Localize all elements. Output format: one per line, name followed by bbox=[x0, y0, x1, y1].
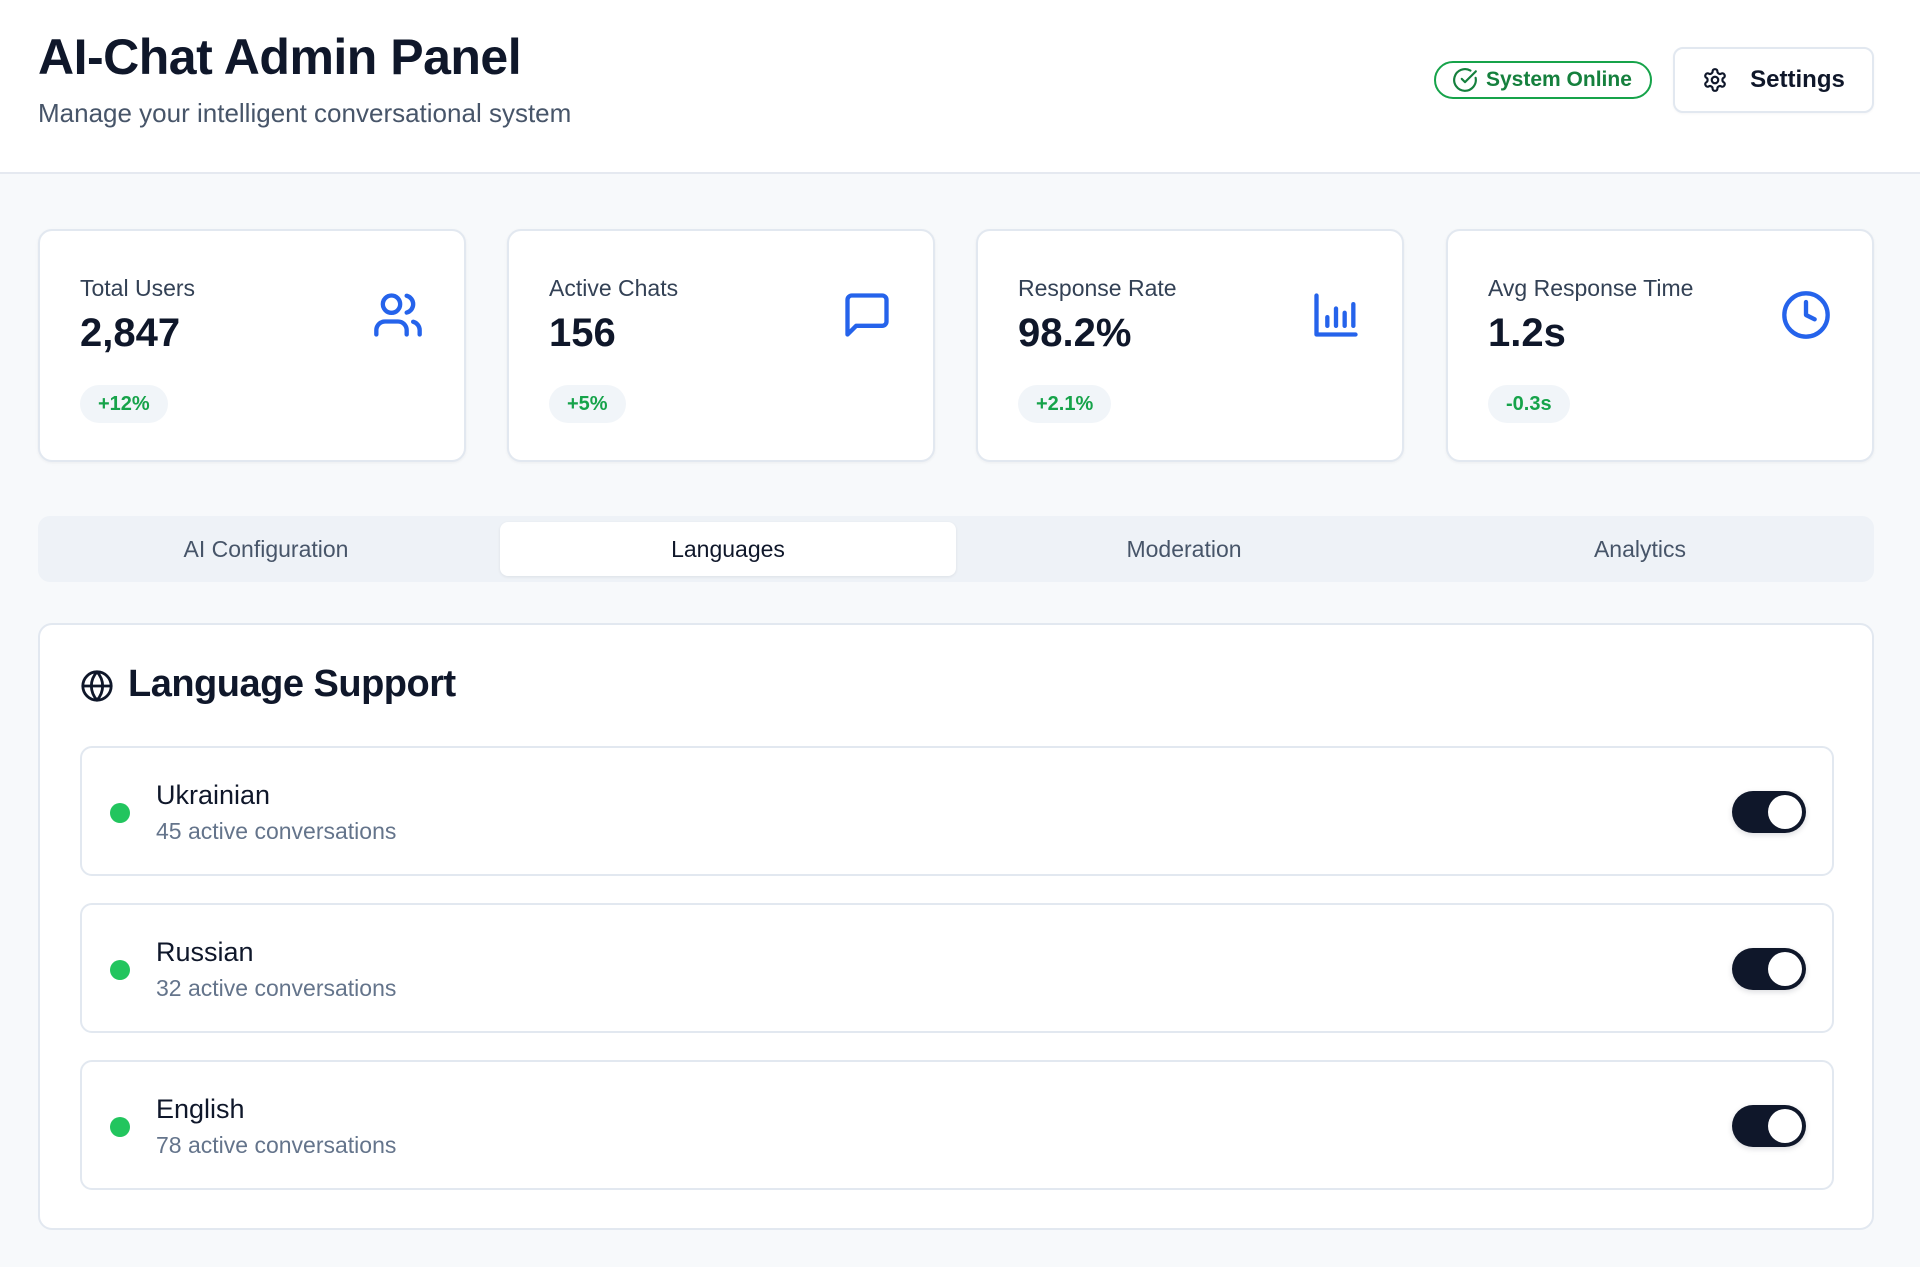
stat-label: Total Users bbox=[80, 275, 196, 301]
language-name: Russian bbox=[156, 937, 254, 967]
settings-label: Settings bbox=[1750, 66, 1845, 93]
status-badge: System Online bbox=[1434, 61, 1652, 99]
stat-value: 98.2% bbox=[1018, 311, 1132, 355]
status-dot bbox=[110, 803, 130, 823]
stat-card-active-chats: Active Chats 156 +5% bbox=[507, 229, 935, 462]
settings-button[interactable]: Settings bbox=[1673, 47, 1874, 113]
stat-value: 1.2s bbox=[1488, 311, 1566, 355]
stat-card-total-users: Total Users 2,847 +12% bbox=[38, 229, 466, 462]
language-conversations: 32 active conversations bbox=[156, 975, 397, 1001]
stat-change-badge: -0.3s bbox=[1488, 385, 1570, 423]
tab-bar: AI Configuration Languages Moderation An… bbox=[38, 516, 1874, 582]
tab-languages[interactable]: Languages bbox=[500, 522, 956, 576]
tab-moderation[interactable]: Moderation bbox=[1126, 535, 1242, 562]
language-row-ukrainian: Ukrainian 45 active conversations bbox=[80, 746, 1834, 876]
stat-label: Active Chats bbox=[549, 275, 679, 301]
language-support-panel: Language Support Ukrainian 45 active con… bbox=[38, 623, 1874, 1230]
language-row-english: English 78 active conversations bbox=[80, 1060, 1834, 1190]
clock-icon bbox=[1780, 289, 1832, 341]
language-name: Ukrainian bbox=[156, 780, 271, 810]
tab-ai-configuration[interactable]: AI Configuration bbox=[183, 535, 349, 562]
toggle-knob bbox=[1768, 795, 1802, 829]
language-conversations: 78 active conversations bbox=[156, 1132, 397, 1158]
page-title: AI-Chat Admin Panel bbox=[38, 29, 522, 85]
tab-analytics[interactable]: Analytics bbox=[1593, 535, 1687, 562]
gear-icon bbox=[1704, 68, 1726, 92]
language-toggle-russian[interactable] bbox=[1732, 948, 1806, 990]
check-circle-icon bbox=[1453, 68, 1477, 92]
stat-label: Response Rate bbox=[1018, 275, 1177, 301]
stat-value: 2,847 bbox=[80, 311, 181, 355]
bar-chart-icon bbox=[1310, 289, 1362, 341]
language-row-russian: Russian 32 active conversations bbox=[80, 903, 1834, 1033]
stat-change-badge: +2.1% bbox=[1018, 385, 1112, 423]
header: AI-Chat Admin Panel Manage your intellig… bbox=[0, 0, 1920, 174]
toggle-knob bbox=[1768, 1109, 1802, 1143]
language-name: English bbox=[156, 1094, 245, 1124]
stat-change-badge: +5% bbox=[549, 385, 626, 423]
page-subtitle: Manage your intelligent conversational s… bbox=[38, 98, 572, 128]
globe-icon bbox=[80, 669, 114, 703]
status-label: System Online bbox=[1486, 68, 1632, 91]
panel-title: Language Support bbox=[128, 663, 456, 705]
users-icon bbox=[372, 289, 424, 341]
toggle-knob bbox=[1768, 952, 1802, 986]
status-dot bbox=[110, 1117, 130, 1137]
language-toggle-ukrainian[interactable] bbox=[1732, 791, 1806, 833]
message-square-icon bbox=[841, 289, 893, 341]
language-conversations: 45 active conversations bbox=[156, 818, 397, 844]
stat-card-avg-response-time: Avg Response Time 1.2s -0.3s bbox=[1446, 229, 1874, 462]
language-toggle-english[interactable] bbox=[1732, 1105, 1806, 1147]
stat-value: 156 bbox=[549, 311, 616, 355]
stat-change-badge: +12% bbox=[80, 385, 168, 423]
stat-card-response-rate: Response Rate 98.2% +2.1% bbox=[976, 229, 1404, 462]
status-dot bbox=[110, 960, 130, 980]
stat-label: Avg Response Time bbox=[1488, 275, 1694, 301]
